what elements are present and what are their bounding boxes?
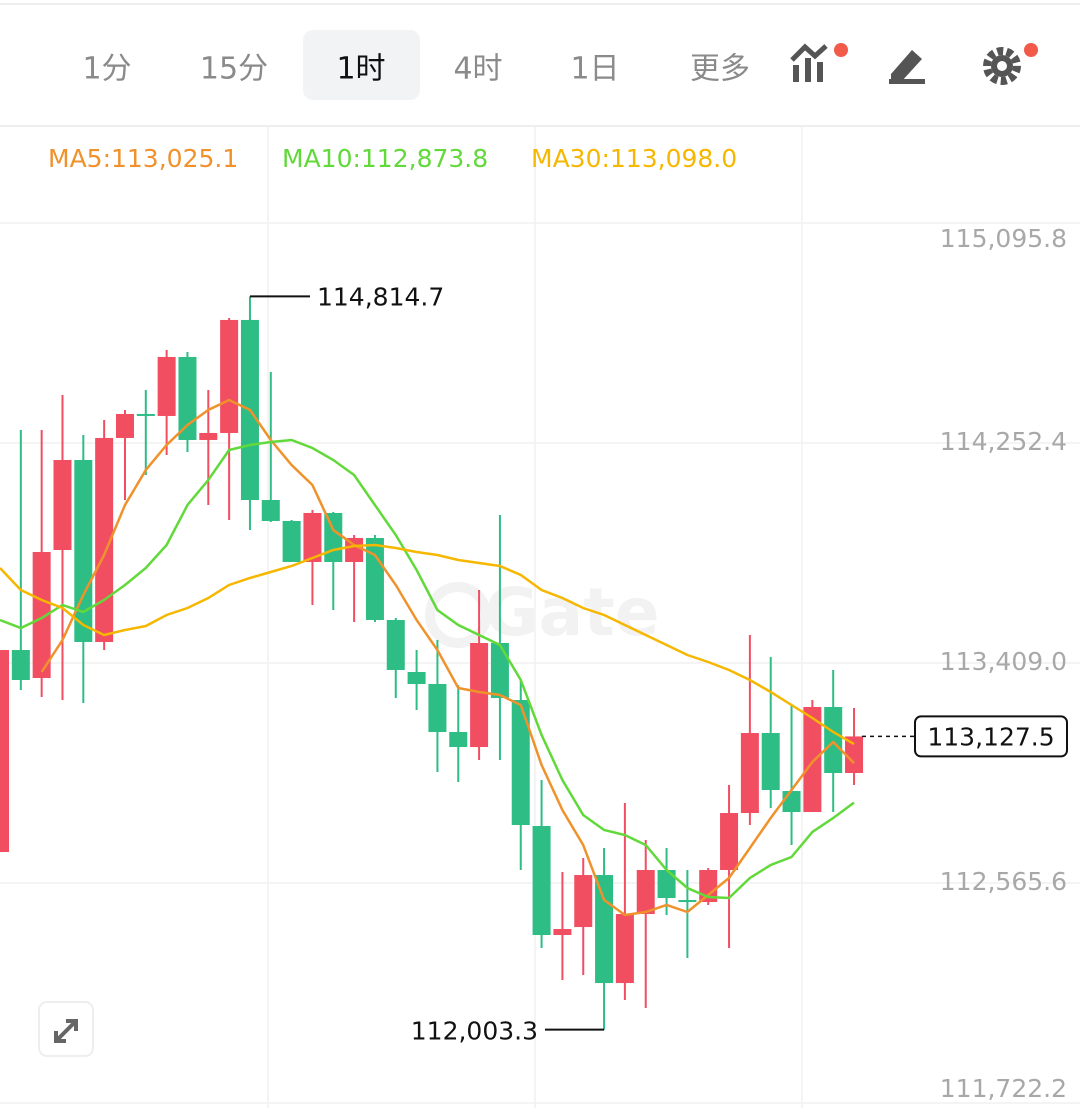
candle-body (615, 914, 634, 984)
draw-icon[interactable] (889, 50, 925, 84)
candle-body (53, 459, 72, 551)
candle-body (220, 319, 239, 433)
candle-body (740, 733, 759, 814)
low-label: 112,003.3 (411, 1017, 538, 1046)
icon-part (790, 43, 828, 62)
candle-body (407, 671, 426, 684)
candle-body (761, 733, 780, 791)
icon-part (793, 65, 799, 82)
icon-part (817, 62, 823, 82)
ma-line (0, 438, 855, 900)
candle-body (532, 826, 551, 936)
icon-part (997, 61, 1007, 71)
candle-body (428, 683, 447, 732)
legend-entry: MA5:113,025.1 (48, 144, 238, 173)
tab[interactable]: 更多 (690, 52, 750, 87)
candle-body (136, 413, 155, 416)
candle-body (261, 499, 280, 521)
candle-body (74, 459, 93, 643)
candle-body (678, 900, 697, 903)
candle-body (324, 512, 343, 562)
candle-body (95, 437, 114, 643)
candle-body (282, 520, 301, 562)
icon-part (891, 50, 922, 82)
candle-body (574, 875, 593, 928)
last-price-label: 113,127.5 (927, 722, 1054, 751)
expand-button[interactable] (38, 1001, 94, 1057)
candle-body (657, 870, 676, 899)
ma-line (0, 543, 855, 746)
candle-body (720, 813, 739, 871)
candle-body (386, 619, 405, 670)
icon-part (983, 47, 1021, 85)
candle-body (511, 700, 530, 826)
expand-icon (54, 1019, 78, 1043)
candle-body (303, 512, 322, 562)
candle-body (490, 642, 509, 699)
settings-icon[interactable] (983, 43, 1038, 85)
tab[interactable]: 1时 (336, 52, 385, 87)
candle-body (11, 650, 30, 681)
candle-body (636, 870, 655, 915)
candle-body (157, 356, 176, 416)
vertical-grid (267, 126, 803, 1108)
candle-body (0, 650, 9, 853)
watermark: Gate (484, 574, 659, 651)
candle-body (32, 551, 51, 678)
tab[interactable]: 15分 (200, 52, 268, 87)
candle-body (178, 356, 197, 440)
high-label: 114,814.7 (317, 282, 444, 311)
ma-line (40, 398, 855, 917)
active-tab-bg (303, 30, 420, 100)
candle-body (365, 537, 384, 620)
candle-body (782, 791, 801, 813)
last-price-box (914, 715, 1068, 758)
y-tick-label: 115,095.8 (940, 224, 1067, 253)
candle-body (199, 432, 218, 440)
candle-body (803, 707, 822, 813)
legend-entry: MA10:112,873.8 (282, 144, 488, 173)
candle-body (449, 731, 468, 748)
y-tick-label: 114,252.4 (940, 427, 1067, 456)
red-dot (1024, 43, 1038, 57)
y-tick-label: 112,565.6 (940, 867, 1067, 896)
icon-part (889, 79, 925, 84)
red-dot (834, 43, 848, 57)
tab[interactable]: 4时 (453, 52, 502, 87)
y-tick-label: 111,722.2 (940, 1074, 1067, 1103)
candle-body (595, 875, 614, 984)
tab[interactable]: 1分 (82, 52, 131, 87)
icon-part (805, 58, 811, 82)
tab[interactable]: 1日 (570, 52, 619, 87)
candle-body (824, 707, 843, 773)
candle-body (115, 413, 134, 438)
candle-body (553, 929, 572, 936)
candle-body (470, 642, 489, 748)
legend-entry: MA30:113,098.0 (531, 144, 737, 173)
candle-body (845, 736, 864, 773)
y-tick-label: 113,409.0 (940, 647, 1067, 676)
chart-icon[interactable] (790, 43, 848, 82)
candle-body (345, 537, 364, 562)
watermark-logo (425, 582, 491, 648)
